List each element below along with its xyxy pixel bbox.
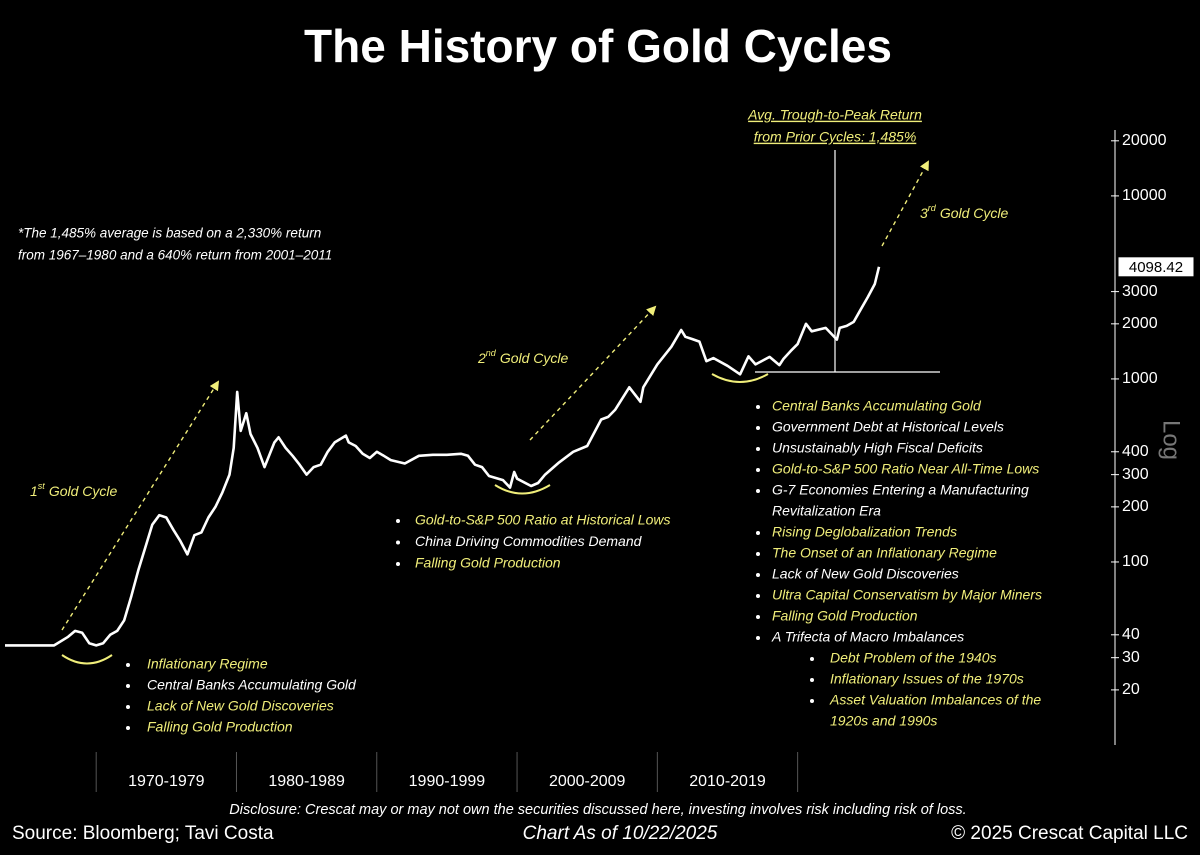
return-lines — [755, 150, 940, 373]
x-tick-label: 2010-2019 — [689, 773, 766, 790]
bullet — [810, 699, 814, 703]
cycle-text: Gold Cycle — [940, 205, 1009, 221]
bullet — [396, 540, 400, 545]
bullet — [756, 447, 760, 451]
list-item: Falling Gold Production — [415, 555, 561, 571]
cycle-label: 2nd Gold Cycle — [477, 348, 568, 365]
cycle-suffix: st — [38, 481, 46, 491]
bullet — [756, 573, 760, 577]
list-item: Ultra Capital Conservatism by Major Mine… — [772, 587, 1042, 603]
cycle-label: 1st Gold Cycle — [30, 481, 117, 498]
list-item: Asset Valuation Imbalances of the — [829, 692, 1041, 708]
list-item: Falling Gold Production — [772, 608, 918, 624]
list-item: Lack of New Gold Discoveries — [772, 566, 959, 582]
list-item: Inflationary Issues of the 1970s — [830, 671, 1024, 687]
cycle-text: Gold Cycle — [500, 350, 569, 366]
disclosure: Disclosure: Crescat may or may not own t… — [229, 802, 966, 818]
cycle-ordinal: 1 — [30, 483, 38, 499]
list-item: Central Banks Accumulating Gold — [772, 398, 982, 414]
cycle-text: Gold Cycle — [49, 483, 118, 499]
last-value-box — [1117, 256, 1195, 278]
footnote: from 1967–1980 and a 640% return from 20… — [18, 248, 332, 263]
cycle-ordinal: 3 — [920, 205, 928, 221]
list-item: Unsustainably High Fiscal Deficits — [772, 440, 983, 456]
chart-title: The History of Gold Cycles — [304, 20, 892, 72]
cycle-ordinal: 2 — [477, 350, 486, 366]
trough-curve — [711, 373, 769, 383]
average-return: Avg. Trough-to-Peak Return — [747, 107, 922, 123]
bullet — [810, 678, 814, 682]
y-tick-label: 300 — [1122, 466, 1149, 483]
arrow — [61, 380, 220, 631]
list-item: Central Banks Accumulating Gold — [147, 677, 357, 693]
price-line — [5, 266, 881, 647]
y-axis-label: Log — [1158, 420, 1185, 460]
y-tick-label: 30 — [1122, 649, 1140, 666]
list-item: A Trifecta of Macro Imbalances — [771, 629, 964, 645]
bullet — [756, 405, 760, 409]
x-tick-label: 1970-1979 — [128, 773, 205, 790]
footnote: *The 1,485% average is based on a 2,330%… — [18, 226, 321, 241]
x-tick-label: 1980-1989 — [268, 773, 345, 790]
bullet — [756, 594, 760, 598]
arrows — [61, 160, 929, 665]
y-tick-label: 1000 — [1122, 370, 1158, 387]
copyright: © 2025 Crescat Capital LLC — [951, 823, 1188, 844]
bullet — [756, 489, 760, 493]
list-item: Revitalization Era — [772, 503, 881, 519]
list-item: Gold-to-S&P 500 Ratio at Historical Lows — [415, 512, 670, 528]
y-tick-label: 200 — [1122, 498, 1149, 515]
y-tick-label: 40 — [1122, 626, 1140, 643]
bullet — [756, 615, 760, 619]
y-tick-label: 20000 — [1122, 132, 1167, 149]
list-item: Lack of New Gold Discoveries — [147, 698, 334, 714]
list-item: Falling Gold Production — [147, 719, 293, 735]
cycle-suffix: rd — [928, 203, 937, 213]
x-tick-label: 1990-1999 — [409, 773, 486, 790]
list-item: Rising Deglobalization Trends — [772, 524, 957, 540]
trough-curve — [61, 654, 113, 665]
list-item: China Driving Commodities Demand — [415, 533, 643, 549]
list-item: The Onset of an Inflationary Regime — [772, 545, 997, 561]
bullet — [396, 562, 400, 566]
y-tick-label: 2000 — [1122, 315, 1158, 332]
source: Source: Bloomberg; Tavi Costa — [12, 823, 274, 844]
list-item: Government Debt at Historical Levels — [772, 419, 1004, 435]
y-tick-label: 3000 — [1122, 283, 1158, 300]
list-item: G-7 Economies Entering a Manufacturing — [772, 482, 1029, 498]
y-tick-label: 100 — [1122, 553, 1149, 570]
cycle-label: 3rd Gold Cycle — [920, 203, 1008, 220]
bullet — [756, 468, 760, 472]
list-item: 1920s and 1990s — [830, 713, 937, 729]
x-tick-label: 2000-2009 — [549, 773, 626, 790]
list-item: Debt Problem of the 1940s — [830, 650, 997, 666]
bullet — [126, 684, 130, 688]
bullet — [126, 663, 130, 667]
trough-curve — [494, 484, 551, 495]
as-of: Chart As of 10/22/2025 — [523, 823, 718, 844]
cycle-suffix: nd — [486, 348, 497, 358]
bullet — [756, 531, 760, 535]
y-tick-label: 400 — [1122, 443, 1149, 460]
bullet — [126, 705, 130, 709]
bullet — [756, 636, 760, 640]
list-item: Gold-to-S&P 500 Ratio Near All-Time Lows — [772, 461, 1039, 477]
bullet — [126, 726, 130, 730]
bullet — [756, 426, 760, 430]
bullet — [756, 552, 760, 556]
last-value-label: 4098.42 — [1129, 259, 1183, 276]
y-tick-label: 20 — [1122, 681, 1140, 698]
y-tick-label: 10000 — [1122, 187, 1167, 204]
bullet — [396, 519, 400, 523]
average-return: from Prior Cycles: 1,485% — [754, 129, 917, 145]
bullet — [810, 657, 814, 661]
list-item: Inflationary Regime — [147, 656, 268, 672]
arrow — [529, 305, 657, 441]
